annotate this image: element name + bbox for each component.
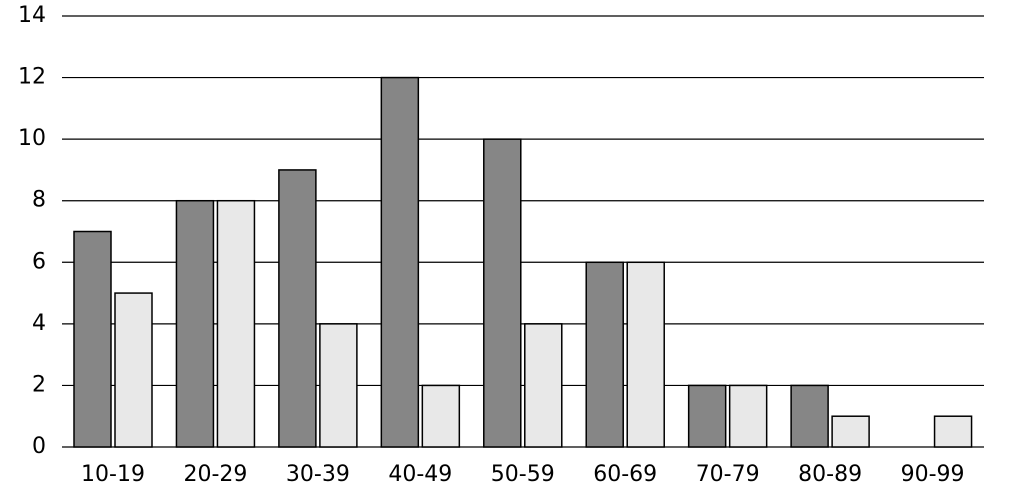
bar [831, 415, 870, 448]
bar [73, 230, 112, 448]
bar [524, 323, 563, 448]
y-tick-label: 4 [32, 311, 46, 336]
x-tick-label: 60-69 [593, 462, 657, 487]
y-tick-label: 0 [32, 434, 46, 459]
x-tick-label: 20-29 [183, 462, 247, 487]
y-tick-label: 10 [18, 126, 46, 151]
bar [380, 76, 420, 448]
bar [585, 261, 624, 448]
x-tick-label: 80-89 [798, 462, 862, 487]
bar [626, 261, 665, 448]
y-tick-label: 8 [32, 188, 46, 213]
y-tick-label: 2 [32, 372, 46, 397]
bar [687, 384, 727, 448]
bar [278, 169, 317, 448]
bar [421, 384, 461, 448]
x-tick-label: 50-59 [491, 462, 555, 487]
bar [728, 384, 768, 448]
bar [114, 292, 153, 448]
bar [216, 199, 256, 448]
y-tick-label: 6 [32, 249, 46, 274]
x-tick-label: 40-49 [388, 462, 452, 487]
bar [933, 415, 973, 448]
bar [175, 199, 215, 448]
x-tick-label: 90-99 [901, 462, 965, 487]
x-tick-label: 70-79 [696, 462, 760, 487]
bar [319, 323, 358, 448]
x-tick-label: 10-19 [81, 462, 145, 487]
y-tick-label: 14 [18, 3, 46, 28]
bar [483, 138, 522, 448]
bar [790, 384, 829, 448]
x-tick-label: 30-39 [286, 462, 350, 487]
y-tick-label: 12 [18, 65, 46, 90]
